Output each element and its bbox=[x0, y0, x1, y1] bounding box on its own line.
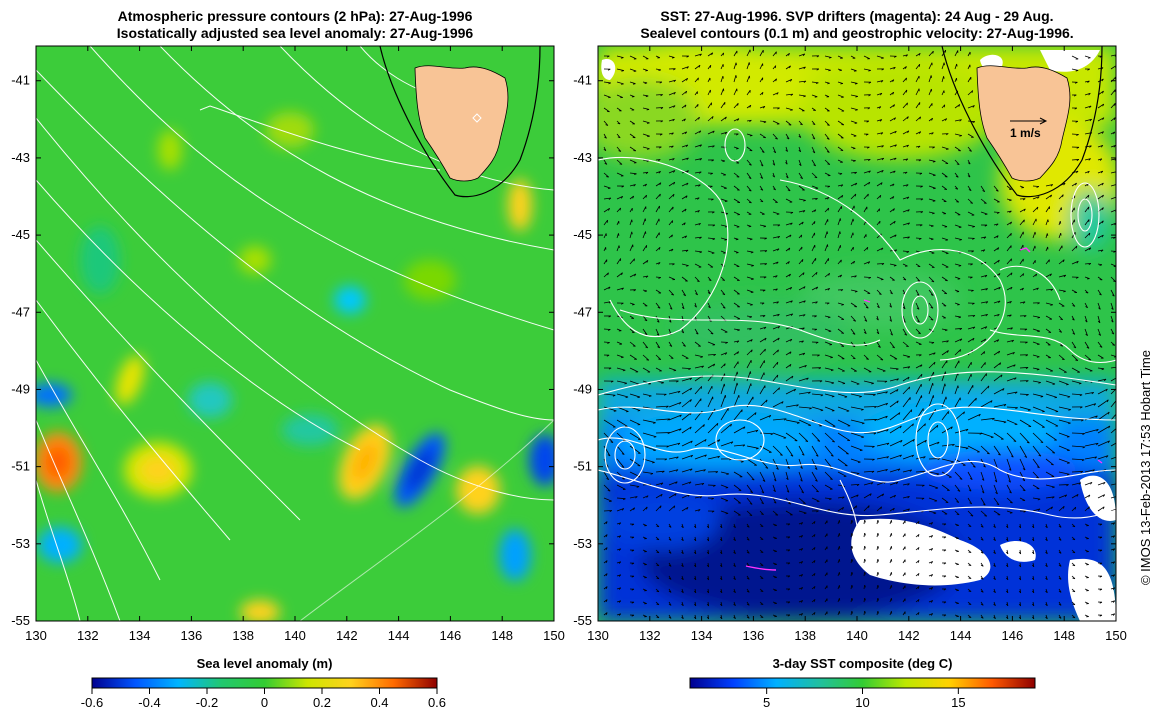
lon-tick-label: 132 bbox=[77, 628, 99, 643]
lon-tick-label: 140 bbox=[284, 628, 306, 643]
tasmania-land bbox=[414, 65, 509, 182]
lat-tick-label: -49 bbox=[11, 381, 30, 396]
colorbar-tick-label: 5 bbox=[763, 695, 770, 710]
lat-tick-label: -53 bbox=[573, 536, 592, 551]
sla-map bbox=[36, 46, 554, 621]
lon-tick-label: 146 bbox=[1002, 628, 1024, 643]
left-title-line1: Atmospheric pressure contours (2 hPa): 2… bbox=[117, 8, 473, 24]
lon-tick-label: 134 bbox=[691, 628, 713, 643]
sealevel-contours bbox=[598, 128, 1116, 561]
sst-map: 1 m/s bbox=[598, 46, 1116, 621]
velocity-scale-label: 1 m/s bbox=[1010, 126, 1041, 140]
cloud-mask bbox=[601, 50, 1116, 621]
lat-tick-label: -43 bbox=[573, 150, 592, 165]
lat-tick-label: -47 bbox=[573, 304, 592, 319]
lon-tick-label: 142 bbox=[898, 628, 920, 643]
lat-tick-label: -55 bbox=[573, 613, 592, 628]
lon-tick-label: 150 bbox=[543, 628, 565, 643]
lon-tick-label: 136 bbox=[743, 628, 765, 643]
left-axis-ticks: 130 132 134 136 138 140 142 144 146 148 150 -41 -43 -… bbox=[11, 46, 565, 643]
colorbar-tick-label: -0.2 bbox=[196, 695, 218, 710]
lat-tick-label: -45 bbox=[11, 227, 30, 242]
lat-tick-label: -43 bbox=[11, 150, 30, 165]
right-title-line2: Sealevel contours (0.1 m) and geostrophi… bbox=[640, 25, 1074, 41]
lat-tick-label: -47 bbox=[11, 304, 30, 319]
lon-tick-label: 142 bbox=[336, 628, 358, 643]
lat-tick-label: -55 bbox=[11, 613, 30, 628]
lon-tick-label: 132 bbox=[639, 628, 661, 643]
lon-tick-label: 148 bbox=[491, 628, 513, 643]
right-axis-ticks: 130 132 134 136 138 140 142 144 146 148 150 -41 -43 -… bbox=[573, 46, 1127, 643]
lat-tick-label: -53 bbox=[11, 536, 30, 551]
velocity-arrows bbox=[603, 49, 1116, 620]
colorbar-tick-label: -0.6 bbox=[81, 695, 103, 710]
tasmania-land-right bbox=[976, 65, 1071, 182]
colorbar-tick-label: 15 bbox=[951, 695, 965, 710]
right-title-line1: SST: 27-Aug-1996. SVP drifters (magenta)… bbox=[660, 8, 1054, 24]
drifter-tracks bbox=[745, 247, 1103, 571]
lon-tick-label: 148 bbox=[1053, 628, 1075, 643]
lon-tick-label: 134 bbox=[129, 628, 151, 643]
lat-tick-label: -51 bbox=[11, 459, 30, 474]
lon-tick-label: 150 bbox=[1105, 628, 1127, 643]
lat-tick-label: -41 bbox=[11, 73, 30, 88]
sla-blobs bbox=[36, 112, 554, 621]
right-panel-title: SST: 27-Aug-1996. SVP drifters (magenta)… bbox=[598, 8, 1116, 42]
colorbar-tick-label: 10 bbox=[855, 695, 869, 710]
lon-tick-label: 138 bbox=[232, 628, 254, 643]
sst-colorbar: 5 10 15 bbox=[689, 677, 1036, 710]
velocity-scale: 1 m/s bbox=[1010, 117, 1048, 140]
lon-tick-label: 146 bbox=[440, 628, 462, 643]
colorbar-tick-label: 0.4 bbox=[370, 695, 388, 710]
sla-colorbar-label: Sea level anomaly (m) bbox=[196, 656, 333, 671]
lon-tick-label: 130 bbox=[587, 628, 609, 643]
shelf-contour bbox=[379, 46, 541, 198]
left-title-line2: Isostatically adjusted sea level anomaly… bbox=[116, 25, 474, 41]
lat-tick-label: -45 bbox=[573, 227, 592, 242]
sla-colorbar: -0.6 -0.4 -0.2 0 0.2 0.4 0.6 bbox=[81, 677, 446, 710]
colorbar-tick-label: 0 bbox=[261, 695, 268, 710]
lat-tick-label: -49 bbox=[573, 381, 592, 396]
lon-tick-label: 138 bbox=[794, 628, 816, 643]
lon-tick-label: 144 bbox=[388, 628, 410, 643]
sst-colorbar-label: 3-day SST composite (deg C) bbox=[772, 656, 953, 671]
pressure-contours bbox=[36, 46, 554, 621]
left-panel-title: Atmospheric pressure contours (2 hPa): 2… bbox=[36, 8, 554, 42]
lon-tick-label: 144 bbox=[950, 628, 972, 643]
credit-text: © IMOS 13-Feb-2013 17:53 Hobart Time bbox=[1138, 350, 1150, 585]
colorbar-tick-label: 0.6 bbox=[428, 695, 446, 710]
lon-tick-label: 140 bbox=[846, 628, 868, 643]
sst-field bbox=[598, 46, 1116, 621]
lat-tick-label: -51 bbox=[573, 459, 592, 474]
colorbar-tick-label: -0.4 bbox=[138, 695, 160, 710]
lat-tick-label: -41 bbox=[573, 73, 592, 88]
lon-tick-label: 130 bbox=[25, 628, 47, 643]
colorbar-tick-label: 0.2 bbox=[313, 695, 331, 710]
lon-tick-label: 136 bbox=[181, 628, 203, 643]
